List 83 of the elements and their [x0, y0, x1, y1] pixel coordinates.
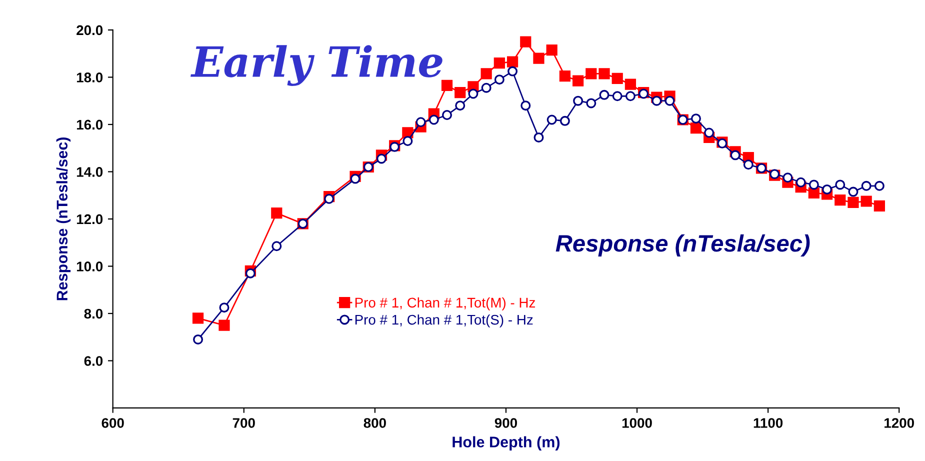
- y-tick-label: 20.0: [76, 25, 103, 36]
- point: [416, 117, 426, 128]
- point: [704, 128, 714, 138]
- point: [612, 72, 623, 84]
- point: [533, 52, 544, 64]
- point: [586, 98, 596, 108]
- x-tick-label: 800: [364, 418, 386, 428]
- point: [506, 56, 518, 68]
- legend-label: Pro # 1, Chan # 1,Tot(M) - Hz: [355, 297, 535, 310]
- point: [520, 100, 531, 111]
- x-tick-label: 700: [232, 418, 255, 428]
- point: [834, 194, 846, 206]
- point: [481, 82, 492, 93]
- point: [376, 154, 386, 164]
- point: [219, 302, 230, 313]
- point: [494, 57, 505, 69]
- point: [835, 180, 846, 190]
- point: [534, 132, 544, 142]
- point: [402, 136, 413, 146]
- point: [245, 268, 256, 278]
- point: [848, 186, 858, 197]
- point: [586, 68, 597, 80]
- y-tick-label: 14.0: [76, 167, 103, 177]
- point: [192, 312, 204, 324]
- y-tick-label: 6.0: [84, 356, 103, 366]
- x-tick-label: 900: [494, 418, 517, 428]
- point: [442, 110, 452, 120]
- point: [730, 150, 740, 160]
- point: [559, 70, 570, 82]
- point: [494, 74, 504, 85]
- y-tick-label: 10.0: [76, 262, 103, 272]
- point: [612, 91, 622, 102]
- point: [546, 44, 558, 56]
- x-tick-label: 600: [102, 418, 124, 428]
- x-tick-label: 1200: [884, 418, 914, 428]
- x-tick-label: 1000: [622, 418, 652, 428]
- point: [874, 200, 885, 212]
- point: [861, 180, 872, 191]
- point: [598, 68, 610, 80]
- y-tick-label: 12.0: [76, 214, 103, 224]
- point: [520, 36, 532, 48]
- point: [743, 160, 754, 170]
- x-axis-title: Hole Depth (m): [452, 436, 560, 450]
- point: [652, 96, 662, 106]
- point: [271, 208, 282, 219]
- point: [624, 78, 636, 90]
- point: [508, 66, 518, 76]
- y-tick-label: 16.0: [76, 120, 103, 130]
- legend-label: Pro # 1, Chan # 1,Tot(S) - Hz: [355, 314, 533, 328]
- point: [572, 75, 584, 86]
- y-tick-label: 8.0: [84, 308, 103, 319]
- point: [822, 184, 832, 194]
- point: [350, 174, 360, 184]
- point: [848, 196, 859, 208]
- y-tick-label: 18.0: [76, 72, 103, 82]
- point: [808, 187, 820, 199]
- point: [625, 91, 636, 102]
- chart-title: Early Time: [190, 45, 442, 86]
- point: [272, 241, 282, 252]
- point: [455, 100, 466, 111]
- point: [874, 180, 884, 191]
- point: [454, 87, 466, 98]
- point: [690, 122, 702, 134]
- point: [546, 114, 557, 125]
- point: [441, 80, 453, 92]
- point: [573, 96, 584, 106]
- annotation: Response (nTesla/sec): [556, 234, 810, 256]
- point: [560, 116, 570, 126]
- point: [468, 88, 478, 99]
- point: [599, 90, 610, 100]
- point: [782, 172, 793, 183]
- x-tick-label: 1100: [754, 418, 783, 428]
- point: [324, 194, 334, 204]
- point: [796, 177, 806, 188]
- point: [193, 334, 204, 344]
- point: [860, 196, 872, 207]
- point: [690, 114, 701, 124]
- point: [218, 320, 230, 331]
- point: [808, 180, 819, 190]
- y-axis-title: Response (nTesla/sec): [56, 138, 71, 300]
- point: [480, 68, 492, 80]
- point: [428, 114, 439, 125]
- point: [664, 96, 675, 106]
